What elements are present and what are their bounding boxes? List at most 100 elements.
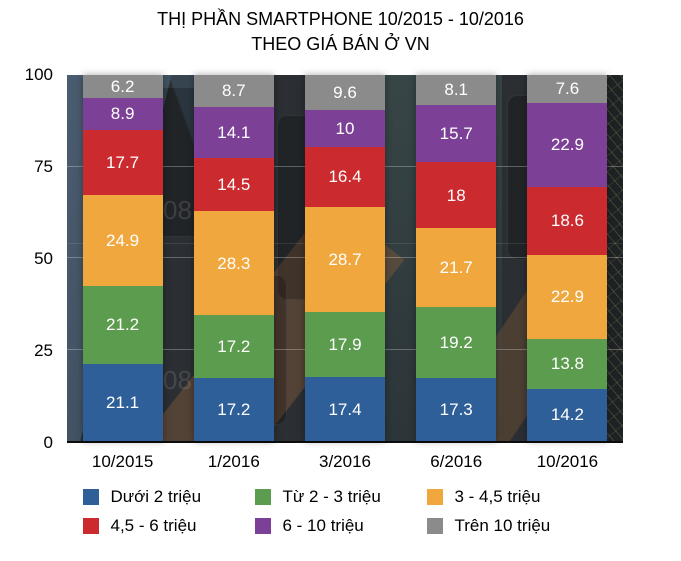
bar-segment: 15.7 [416,104,497,163]
bar-value-label: 8.1 [444,80,469,100]
bar-segment: 16.4 [305,146,385,207]
legend-label: Dưới 2 triệu [110,487,202,506]
chart-title-line2: THEO GIÁ BÁN Ở VN [251,34,430,54]
x-tick-label: 3/2016 [319,452,371,471]
legend-swatch [426,489,443,505]
legend-swatch [254,489,271,505]
bar-slot: 9.6 10 16.4 28.7 17.9 17.4 [289,75,400,441]
bar-segment: 21.1 [82,363,163,441]
chart-title-line1: THỊ PHẦN SMARTPHONE 10/2015 - 10/2016 [157,9,524,29]
stacked-bar-chart: 0 25 50 75 100 08 08 6.2 8.9 17.7 24.9 21.2 21.1 8… [0,65,681,452]
x-axis: 10/2015 1/2016 3/2016 6/2016 10/2016 [67,452,623,472]
bar-value-label: 17.4 [328,399,362,419]
bar-value-label: 17.7 [106,153,140,173]
bar-value-label: 7.6 [555,79,580,99]
stacked-bar-6-2016: 8.1 15.7 18 21.7 19.2 17.3 [416,75,497,441]
bar-value-label: 22.9 [550,287,584,307]
legend-item: 3 - 4,5 triệu [426,487,599,507]
bar-value-label: 17.2 [217,337,251,357]
bar-segment: 22.9 [527,102,608,187]
legend-label: Từ 2 - 3 triệu [282,487,381,506]
bar-segment: 17.3 [416,377,497,441]
y-tick-label: 100 [24,65,53,84]
bar-value-label: 28.3 [217,253,251,273]
bar-value-label: 18 [446,185,466,205]
legend-label: 6 - 10 triệu [282,516,364,535]
bar-segment: 17.9 [305,311,385,378]
background-clock-text: 08 [163,365,192,395]
bar-segment: 18.6 [527,186,608,255]
bar-segment: 28.3 [193,211,274,316]
legend-swatch [82,518,99,534]
bar-value-label: 17.3 [439,399,473,419]
bar-value-label: 13.8 [550,354,584,374]
legend-swatch [82,489,99,505]
stacked-bar-10-2016: 7.6 22.9 18.6 22.9 13.8 14.2 [527,75,608,441]
bar-segment: 17.7 [82,130,163,196]
legend: Dưới 2 triệu Từ 2 - 3 triệu 3 - 4,5 triệu 4… [0,487,681,536]
legend-item: 4,5 - 6 triệu [82,516,255,536]
legend-label: 3 - 4,5 triệu [454,487,541,506]
plot-area: 08 08 6.2 8.9 17.7 24.9 21.2 21.1 8.7 14.1 14.5 2… [67,75,623,443]
bar-value-label: 19.2 [439,333,473,353]
x-tick-label: 6/2016 [430,452,483,471]
bar-segment: 13.8 [527,338,608,389]
x-tick-label: 10/2016 [536,452,599,471]
background-clock-text: 08 [163,195,192,225]
bar-value-label: 8.9 [110,104,135,124]
bar-segment: 18 [416,162,497,228]
bar-value-label: 17.9 [328,335,362,355]
bar-slot: 6.2 8.9 17.7 24.9 21.2 21.1 [67,75,178,441]
bar-value-label: 21.7 [439,258,473,278]
bar-value-label: 14.5 [217,175,251,195]
bar-value-label: 17.2 [217,399,251,419]
bar-segment: 21.2 [82,286,163,364]
legend-label: Trên 10 triệu [454,516,551,535]
bar-segment: 8.1 [416,75,497,105]
y-tick-label: 75 [34,157,53,176]
bar-segment: 9.6 [305,75,385,111]
bar-segment: 14.1 [193,106,274,159]
legend-swatch [426,518,443,534]
bar-value-label: 6.2 [110,76,135,96]
chart-page: THỊ PHẦN SMARTPHONE 10/2015 - 10/2016 TH… [0,7,681,536]
bar-segment: 8.7 [193,75,274,107]
bar-segment: 10 [305,110,385,147]
bar-value-label: 9.6 [333,83,357,103]
bar-segment: 8.9 [82,97,163,131]
bar-segment: 24.9 [82,195,163,287]
legend-item: 6 - 10 triệu [254,516,427,536]
bar-segment: 28.7 [305,206,385,312]
bar-segment: 7.6 [527,75,608,103]
bar-slot: 8.7 14.1 14.5 28.3 17.2 17.2 [178,75,289,441]
bar-segment: 6.2 [82,75,163,98]
y-tick-label: 25 [34,341,53,360]
stacked-bar-10-2015: 6.2 8.9 17.7 24.9 21.2 21.1 [82,75,163,441]
bar-value-label: 10 [335,118,355,138]
bar-value-label: 21.1 [106,392,140,412]
bar-value-label: 8.7 [221,81,246,101]
bar-segment: 17.2 [193,315,274,378]
bar-value-label: 14.2 [550,405,584,425]
legend-item: Trên 10 triệu [426,516,599,536]
bar-value-label: 18.6 [550,211,584,231]
y-tick-label: 0 [43,433,53,452]
bar-segment: 22.9 [527,254,608,339]
y-axis: 0 25 50 75 100 [0,65,53,452]
chart-title: THỊ PHẦN SMARTPHONE 10/2015 - 10/2016 TH… [0,7,681,57]
bars-container: 6.2 8.9 17.7 24.9 21.2 21.1 8.7 14.1 14.5 28.3 17.… [67,75,623,441]
legend-swatch [254,518,271,534]
bar-segment: 21.7 [416,227,497,308]
y-tick-label: 50 [34,249,53,268]
bar-segment: 17.2 [193,377,274,441]
bar-value-label: 21.2 [106,315,140,335]
x-tick-label: 10/2015 [91,452,154,471]
legend-label: 4,5 - 6 triệu [110,516,197,535]
bar-slot: 7.6 22.9 18.6 22.9 13.8 14.2 [512,75,623,441]
bar-value-label: 14.1 [217,123,251,143]
bar-slot: 8.1 15.7 18 21.7 19.2 17.3 [401,75,512,441]
bar-value-label: 16.4 [328,167,362,187]
legend-item: Từ 2 - 3 triệu [254,487,427,507]
bar-segment: 17.4 [305,377,385,441]
bar-segment: 14.5 [193,158,274,212]
